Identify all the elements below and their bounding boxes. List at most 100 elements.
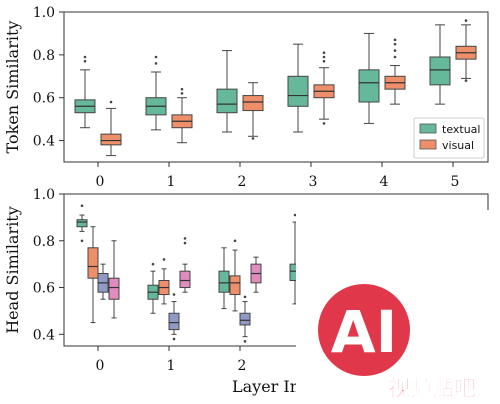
box-visual-0: [100, 100, 122, 157]
flier-point: [251, 137, 255, 140]
box-pink-0: [108, 240, 120, 319]
box-visual-5: [455, 19, 477, 82]
flier-point: [180, 92, 184, 95]
box-textual-0: [74, 55, 96, 129]
x-tick-label: 2: [238, 358, 247, 374]
token-similarity-plot: 0.4 0.6 0.8 1.0 0 1 2 3 4 5 Token Similarity textua…: [3, 5, 489, 190]
box-body: [216, 88, 238, 114]
x-tick-label: 1: [167, 174, 176, 190]
flier-point: [183, 237, 187, 240]
box-body: [108, 277, 120, 300]
box-body: [239, 312, 251, 326]
y-tick-label: 0.4: [33, 134, 55, 150]
box-pink-1: [179, 237, 191, 293]
box-lavender-0: [97, 263, 109, 300]
watermark-small-text: 视频贴吧: [388, 376, 476, 402]
flier-point: [151, 262, 155, 266]
box-body: [229, 275, 241, 296]
box-body: [429, 56, 451, 86]
flier-point: [322, 122, 326, 125]
legend-label: visual: [442, 139, 474, 152]
flier-point: [233, 239, 237, 243]
box-visual-0: [87, 226, 99, 324]
legend-swatch: [419, 123, 437, 134]
box-textual-1: [145, 55, 167, 131]
y-tick-label: 1.0: [33, 5, 55, 21]
flier-point: [154, 62, 158, 65]
box-body: [87, 247, 99, 279]
box-body: [168, 312, 180, 331]
flier-point: [172, 293, 176, 296]
box-body: [218, 270, 230, 293]
box-pink-2: [250, 256, 262, 293]
box-visual-1: [171, 87, 193, 144]
x-tick-label: 5: [451, 174, 460, 190]
y-tick-label: 0.8: [33, 234, 55, 250]
box-body: [242, 95, 264, 112]
x-tick-label: 4: [380, 174, 389, 190]
flier-point: [83, 55, 87, 59]
y-axis-label: Head Similarity: [3, 206, 22, 334]
y-tick-label: 0.8: [33, 48, 55, 64]
box-visual-2: [229, 239, 241, 312]
flier-point: [393, 49, 397, 52]
box-lavender-2: [239, 295, 251, 343]
y-tick-label: 0.6: [33, 281, 55, 297]
flier-point: [393, 55, 397, 59]
box-textual-5: [429, 24, 451, 105]
y-tick-label: 1.0: [33, 187, 55, 203]
flier-point: [322, 55, 326, 59]
flier-point: [293, 213, 297, 217]
box-lavender-1: [168, 293, 180, 341]
box-body: [179, 270, 191, 289]
legend: textual visual: [413, 117, 485, 159]
y-axis-label: Token Similarity: [3, 21, 22, 154]
flier-point: [393, 42, 397, 46]
axes-frame: [63, 11, 489, 163]
flier-point: [243, 340, 247, 343]
legend-swatch: [419, 139, 437, 150]
box-visual-1: [158, 258, 170, 305]
flier-point: [180, 87, 184, 91]
x-tick-label: 2: [238, 174, 247, 190]
box-textual-2: [216, 50, 238, 133]
box-body: [287, 75, 309, 107]
box-textual-1: [147, 262, 159, 314]
flier-point: [464, 79, 468, 82]
flier-point: [154, 55, 158, 59]
box-body: [76, 219, 88, 228]
box-textual-3: [287, 43, 309, 133]
flier-point: [162, 258, 166, 261]
flier-point: [243, 295, 247, 299]
x-tick-label: 0: [96, 358, 105, 374]
flier-point: [83, 59, 87, 63]
box-textual-4: [358, 32, 380, 124]
flier-point: [183, 241, 187, 245]
x-tick-label: 1: [167, 358, 176, 374]
watermark-badge: [318, 284, 410, 376]
x-tick-label: 0: [96, 174, 105, 190]
box-body: [100, 133, 122, 146]
watermark-big-text: AI: [331, 298, 397, 366]
box-body: [358, 69, 380, 103]
x-tick-label: 3: [309, 174, 318, 190]
flier-point: [322, 59, 326, 63]
flier-point: [464, 19, 468, 22]
box-visual-3: [313, 51, 335, 125]
box-visual-4: [384, 38, 406, 105]
flier-point: [322, 51, 326, 55]
watermark-logo: AI 视频贴吧: [296, 210, 500, 404]
flier-point: [172, 337, 176, 341]
flier-point: [80, 239, 84, 243]
x-axis-label: Layer Ind: [232, 377, 310, 396]
legend-label: textual: [442, 123, 480, 136]
flier-point: [109, 100, 113, 104]
y-tick-label: 0.4: [33, 327, 55, 343]
flier-point: [80, 204, 84, 207]
box-textual-0: [76, 204, 88, 243]
flier-point: [393, 38, 397, 42]
box-textual-2: [218, 247, 230, 310]
box-visual-2: [242, 82, 264, 140]
y-tick-label: 0.6: [33, 91, 55, 107]
